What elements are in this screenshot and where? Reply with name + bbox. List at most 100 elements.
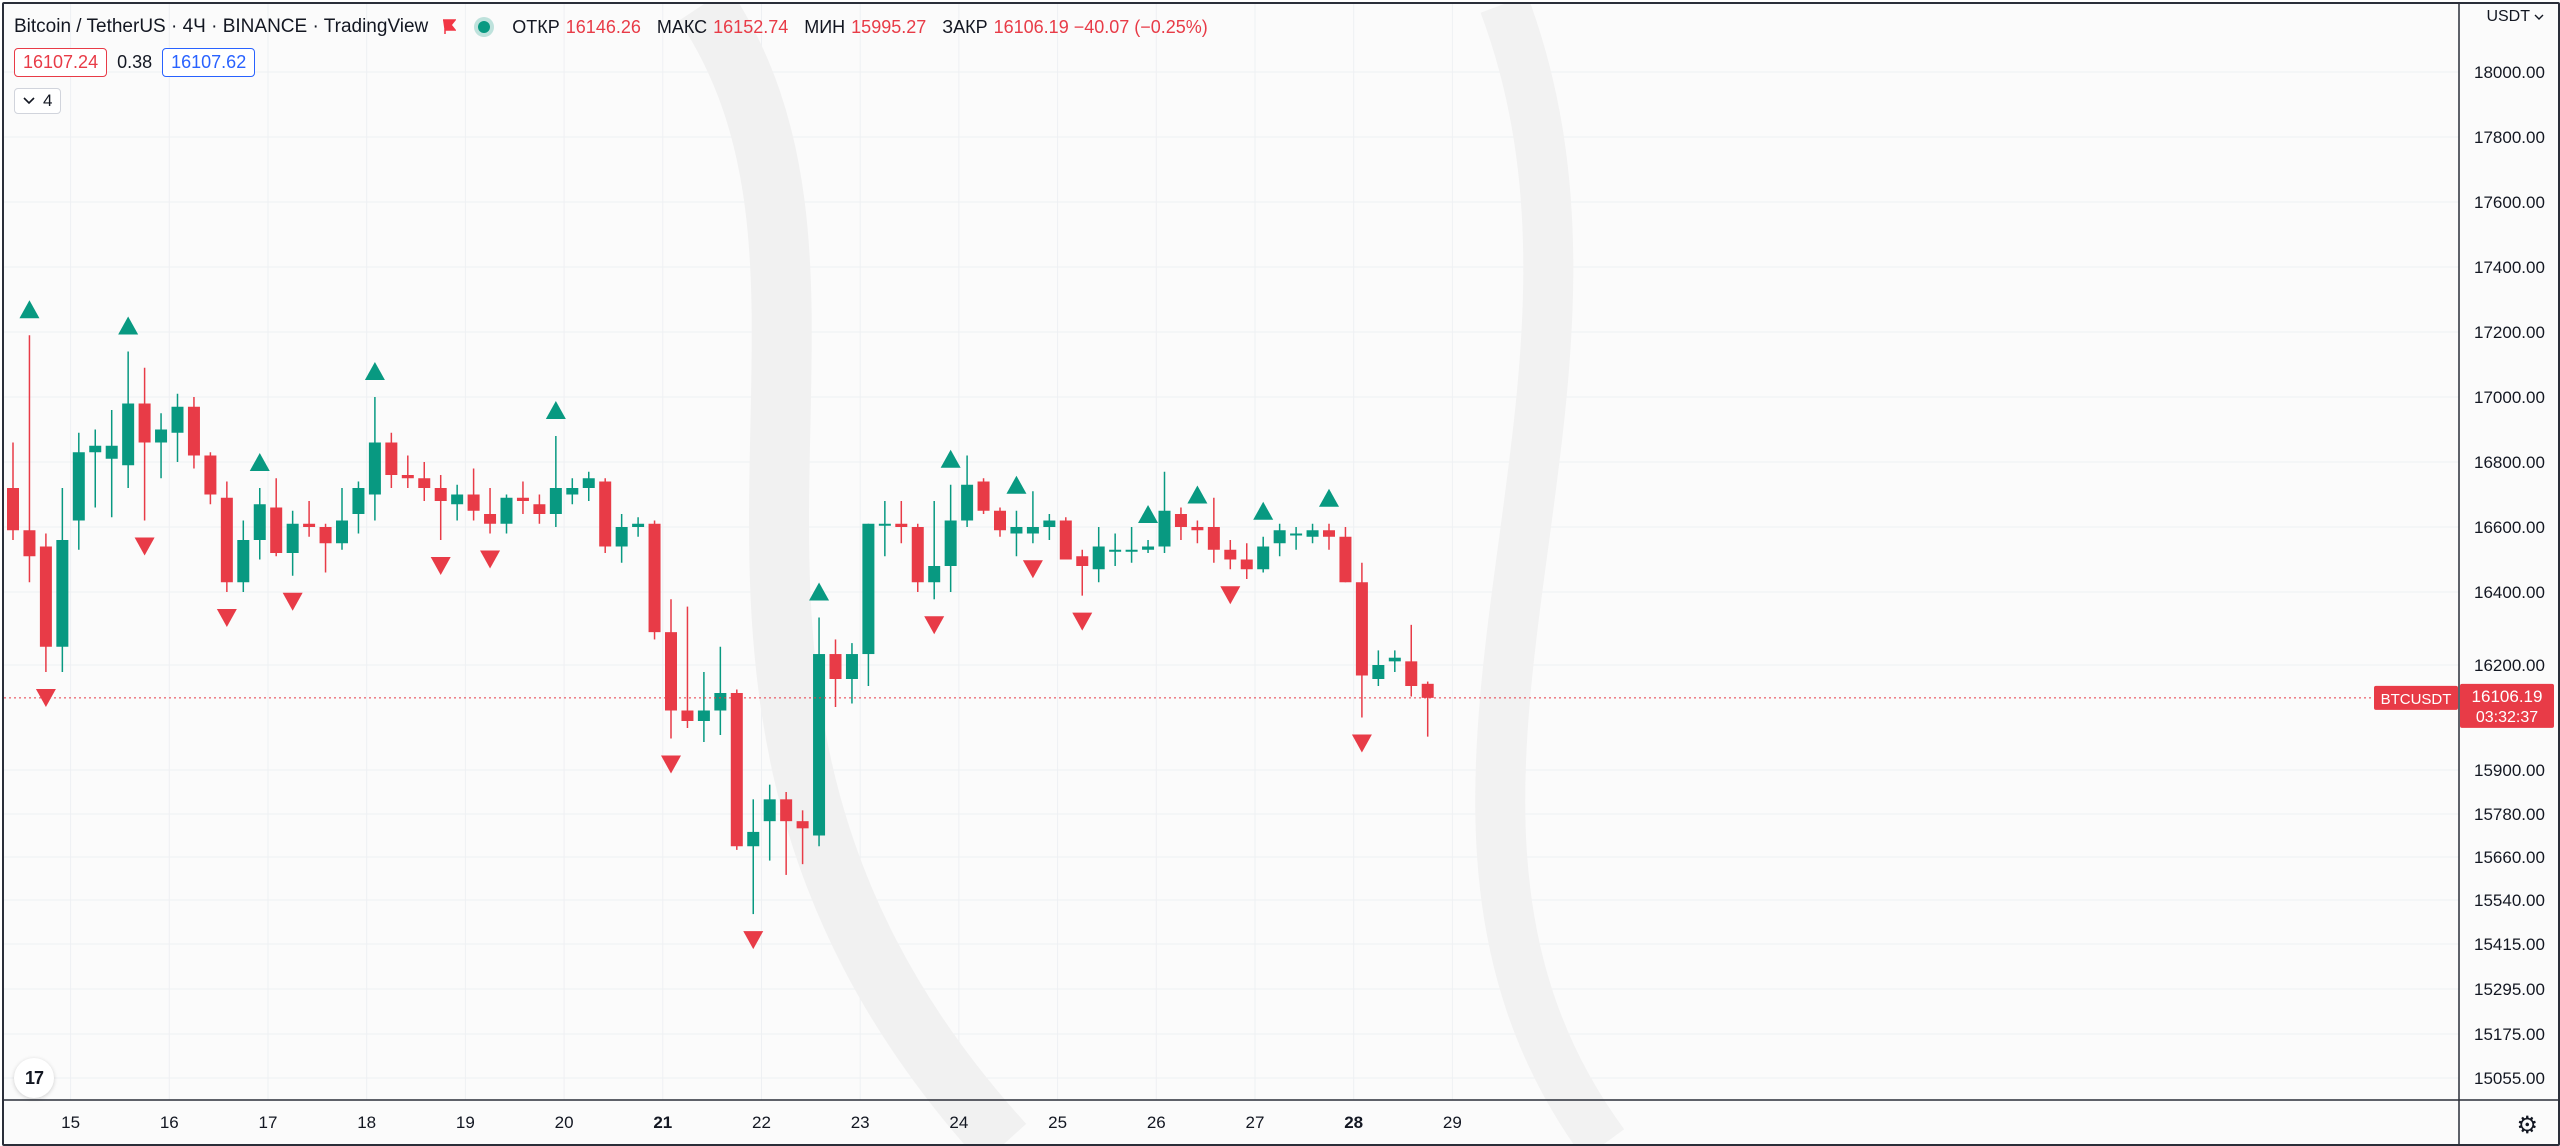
- candle[interactable]: [1388, 650, 1401, 672]
- candle[interactable]: [1257, 536, 1270, 573]
- gear-icon[interactable]: ⚙: [2516, 1112, 2538, 1139]
- candle[interactable]: [385, 432, 398, 488]
- candle[interactable]: [1306, 523, 1319, 544]
- candle-body: [155, 429, 168, 443]
- candle[interactable]: [467, 468, 480, 521]
- candle[interactable]: [911, 523, 924, 592]
- candle[interactable]: [1224, 540, 1237, 570]
- candle[interactable]: [401, 455, 414, 489]
- candle[interactable]: [1207, 497, 1220, 563]
- candle[interactable]: [1421, 681, 1434, 737]
- candle[interactable]: [1125, 527, 1138, 563]
- candle[interactable]: [516, 481, 529, 515]
- candle[interactable]: [780, 792, 793, 875]
- candle[interactable]: [961, 455, 974, 528]
- candle[interactable]: [451, 484, 464, 521]
- candle[interactable]: [368, 397, 381, 521]
- y-tick-label: 15055.00: [2474, 1069, 2545, 1088]
- market-status-icon[interactable]: [478, 21, 491, 33]
- candle[interactable]: [878, 501, 891, 557]
- candle[interactable]: [253, 488, 266, 560]
- candle[interactable]: [829, 639, 842, 707]
- candle[interactable]: [599, 478, 612, 553]
- candle[interactable]: [1191, 520, 1204, 544]
- candle[interactable]: [1355, 562, 1368, 718]
- candle[interactable]: [204, 452, 217, 505]
- candle[interactable]: [155, 413, 168, 479]
- indicators-collapse-button[interactable]: 4: [14, 88, 62, 114]
- candle[interactable]: [171, 393, 184, 462]
- candle[interactable]: [796, 810, 809, 865]
- candle[interactable]: [105, 410, 118, 518]
- candle[interactable]: [1076, 549, 1089, 596]
- candle[interactable]: [928, 501, 941, 600]
- candle[interactable]: [303, 501, 316, 537]
- candle[interactable]: [89, 429, 102, 508]
- candle[interactable]: [336, 488, 348, 550]
- candle[interactable]: [813, 617, 826, 847]
- tradingview-logo[interactable]: 17: [14, 1058, 54, 1098]
- candle[interactable]: [895, 501, 908, 544]
- candle[interactable]: [138, 367, 151, 521]
- candle[interactable]: [747, 799, 760, 915]
- candle[interactable]: [582, 471, 595, 501]
- candle[interactable]: [549, 436, 562, 527]
- candle-body: [401, 475, 414, 479]
- candle[interactable]: [434, 475, 447, 540]
- buy-price-button[interactable]: 16107.62: [162, 48, 256, 77]
- candle[interactable]: [1405, 624, 1418, 697]
- candle[interactable]: [286, 510, 299, 576]
- candle[interactable]: [7, 442, 19, 541]
- candle[interactable]: [1240, 543, 1253, 579]
- candle[interactable]: [418, 462, 431, 501]
- candle[interactable]: [566, 478, 579, 505]
- candle[interactable]: [1092, 527, 1105, 583]
- candle[interactable]: [23, 335, 36, 583]
- candle[interactable]: [648, 520, 661, 640]
- candle[interactable]: [533, 494, 546, 524]
- candle[interactable]: [944, 484, 957, 592]
- candle[interactable]: [352, 481, 365, 534]
- candle[interactable]: [72, 432, 85, 550]
- candle[interactable]: [1158, 471, 1171, 553]
- candle[interactable]: [319, 523, 332, 573]
- candle[interactable]: [500, 494, 513, 534]
- candle[interactable]: [697, 672, 710, 742]
- candle[interactable]: [237, 520, 250, 593]
- flag-icon[interactable]: [442, 19, 457, 35]
- currency-selector[interactable]: USDT: [2486, 8, 2544, 26]
- candle[interactable]: [1109, 533, 1122, 567]
- candle[interactable]: [1026, 491, 1039, 544]
- candle[interactable]: [1339, 527, 1352, 583]
- candlestick-chart[interactable]: 18000.00 17800.00 17600.00 17400.00 17200.00…: [4, 4, 2558, 1144]
- candle[interactable]: [615, 514, 628, 563]
- candle[interactable]: [1174, 507, 1187, 541]
- candle[interactable]: [730, 689, 743, 850]
- symbol-title[interactable]: Bitcoin / TetherUS · 4Ч · BINANCE · Trad…: [14, 16, 429, 37]
- candle[interactable]: [977, 478, 990, 514]
- candle[interactable]: [994, 507, 1006, 537]
- candle[interactable]: [56, 488, 69, 672]
- candle[interactable]: [1043, 514, 1056, 540]
- candle[interactable]: [122, 351, 135, 489]
- candle[interactable]: [632, 517, 645, 537]
- candle[interactable]: [187, 397, 200, 469]
- candle[interactable]: [665, 599, 677, 739]
- candle[interactable]: [484, 488, 497, 534]
- candle[interactable]: [1010, 510, 1023, 557]
- candle[interactable]: [1323, 523, 1335, 550]
- candle[interactable]: [681, 606, 694, 728]
- candle[interactable]: [1142, 540, 1155, 553]
- sell-price-button[interactable]: 16107.24: [14, 48, 108, 77]
- candle[interactable]: [845, 643, 858, 704]
- candle[interactable]: [270, 478, 283, 557]
- candle[interactable]: [220, 481, 233, 593]
- candle[interactable]: [714, 646, 727, 735]
- candle[interactable]: [763, 784, 776, 861]
- candle[interactable]: [1290, 527, 1303, 550]
- candle[interactable]: [862, 523, 875, 686]
- candle[interactable]: [1273, 523, 1286, 557]
- candle[interactable]: [1372, 650, 1385, 686]
- candle[interactable]: [39, 533, 52, 673]
- candle[interactable]: [1059, 517, 1072, 560]
